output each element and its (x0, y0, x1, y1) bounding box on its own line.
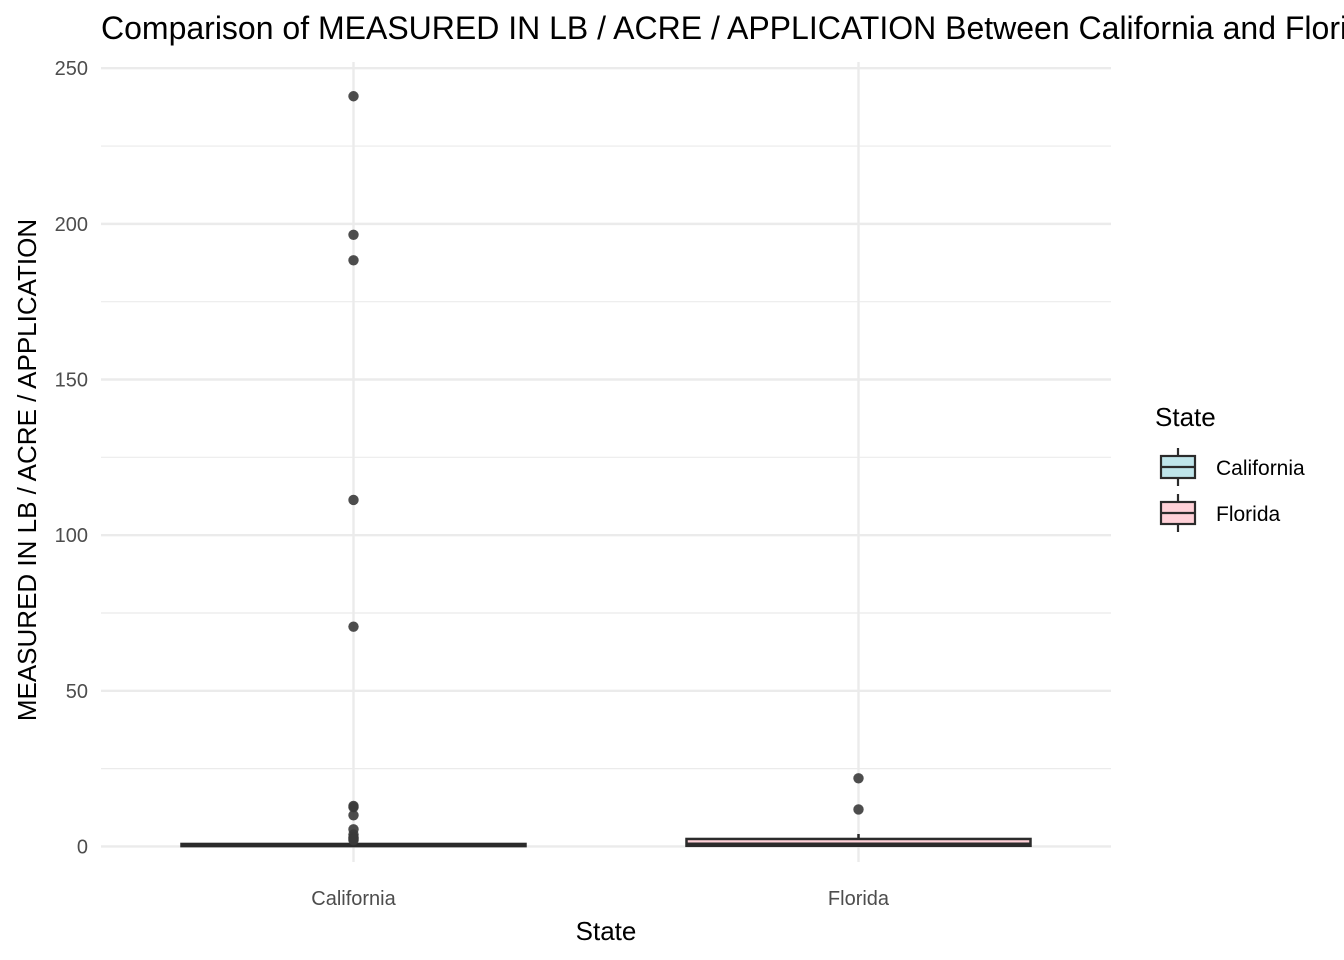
outlier-point (348, 494, 359, 506)
box-florida (685, 837, 1032, 848)
outlier-point (348, 621, 359, 632)
y-tick-label: 200 (55, 214, 88, 236)
x-tick-label: Florida (828, 888, 890, 910)
y-tick-label: 0 (77, 836, 88, 858)
box-layer (180, 833, 1032, 848)
x-axis-title: State (576, 916, 637, 946)
outlier-point (348, 810, 359, 821)
chart-title: Comparison of MEASURED IN LB / ACRE / AP… (101, 10, 1344, 46)
outlier-point (853, 804, 864, 815)
y-tick-label: 50 (66, 681, 88, 703)
outlier-layer (348, 91, 864, 846)
legend-label: Florida (1216, 503, 1281, 526)
outlier-point (348, 255, 359, 266)
outlier-point (853, 773, 864, 784)
legend-title: State (1155, 402, 1216, 432)
legend: California Florida (1159, 448, 1305, 532)
x-tick-label: California (311, 888, 396, 910)
outlier-point (348, 229, 359, 240)
axis-layer: 0 50 100 150 200 250 California Florida (55, 58, 890, 910)
outlier-point (348, 835, 359, 846)
outlier-point (348, 802, 359, 813)
legend-label: California (1216, 457, 1305, 480)
y-tick-label: 250 (55, 58, 88, 80)
y-axis-title: MEASURED IN LB / ACRE / APPLICATION (12, 219, 42, 721)
outlier-point (348, 91, 359, 102)
y-tick-label: 100 (55, 525, 88, 547)
grid-layer (101, 62, 1111, 862)
y-tick-label: 150 (55, 370, 88, 392)
